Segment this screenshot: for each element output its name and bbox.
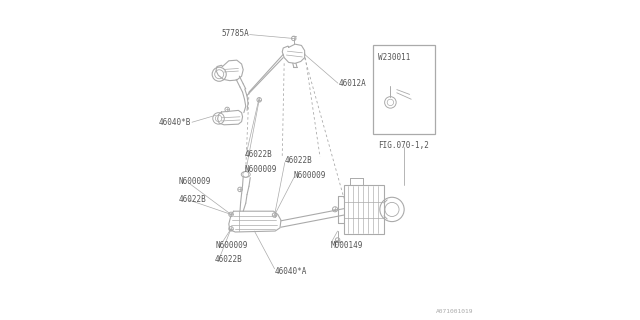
Text: 46022B: 46022B	[179, 195, 206, 204]
Text: N600009: N600009	[179, 177, 211, 186]
Text: 46040*B: 46040*B	[159, 118, 191, 127]
Bar	[344, 185, 384, 234]
Text: N600009: N600009	[215, 241, 248, 250]
Text: W230011: W230011	[378, 53, 410, 62]
Text: A071001019: A071001019	[436, 308, 474, 314]
Text: N600009: N600009	[245, 165, 277, 174]
Text: M000149: M000149	[331, 241, 363, 250]
Text: 46040*A: 46040*A	[275, 267, 307, 276]
Text: 46022B: 46022B	[215, 255, 243, 264]
Bar	[372, 45, 435, 134]
Text: 57785A: 57785A	[221, 29, 249, 38]
Text: N600009: N600009	[294, 171, 326, 180]
Text: 46022B: 46022B	[245, 150, 273, 159]
Text: 46022B: 46022B	[284, 156, 312, 165]
Text: FIG.070-1,2: FIG.070-1,2	[378, 141, 429, 150]
Text: 46012A: 46012A	[339, 79, 366, 88]
